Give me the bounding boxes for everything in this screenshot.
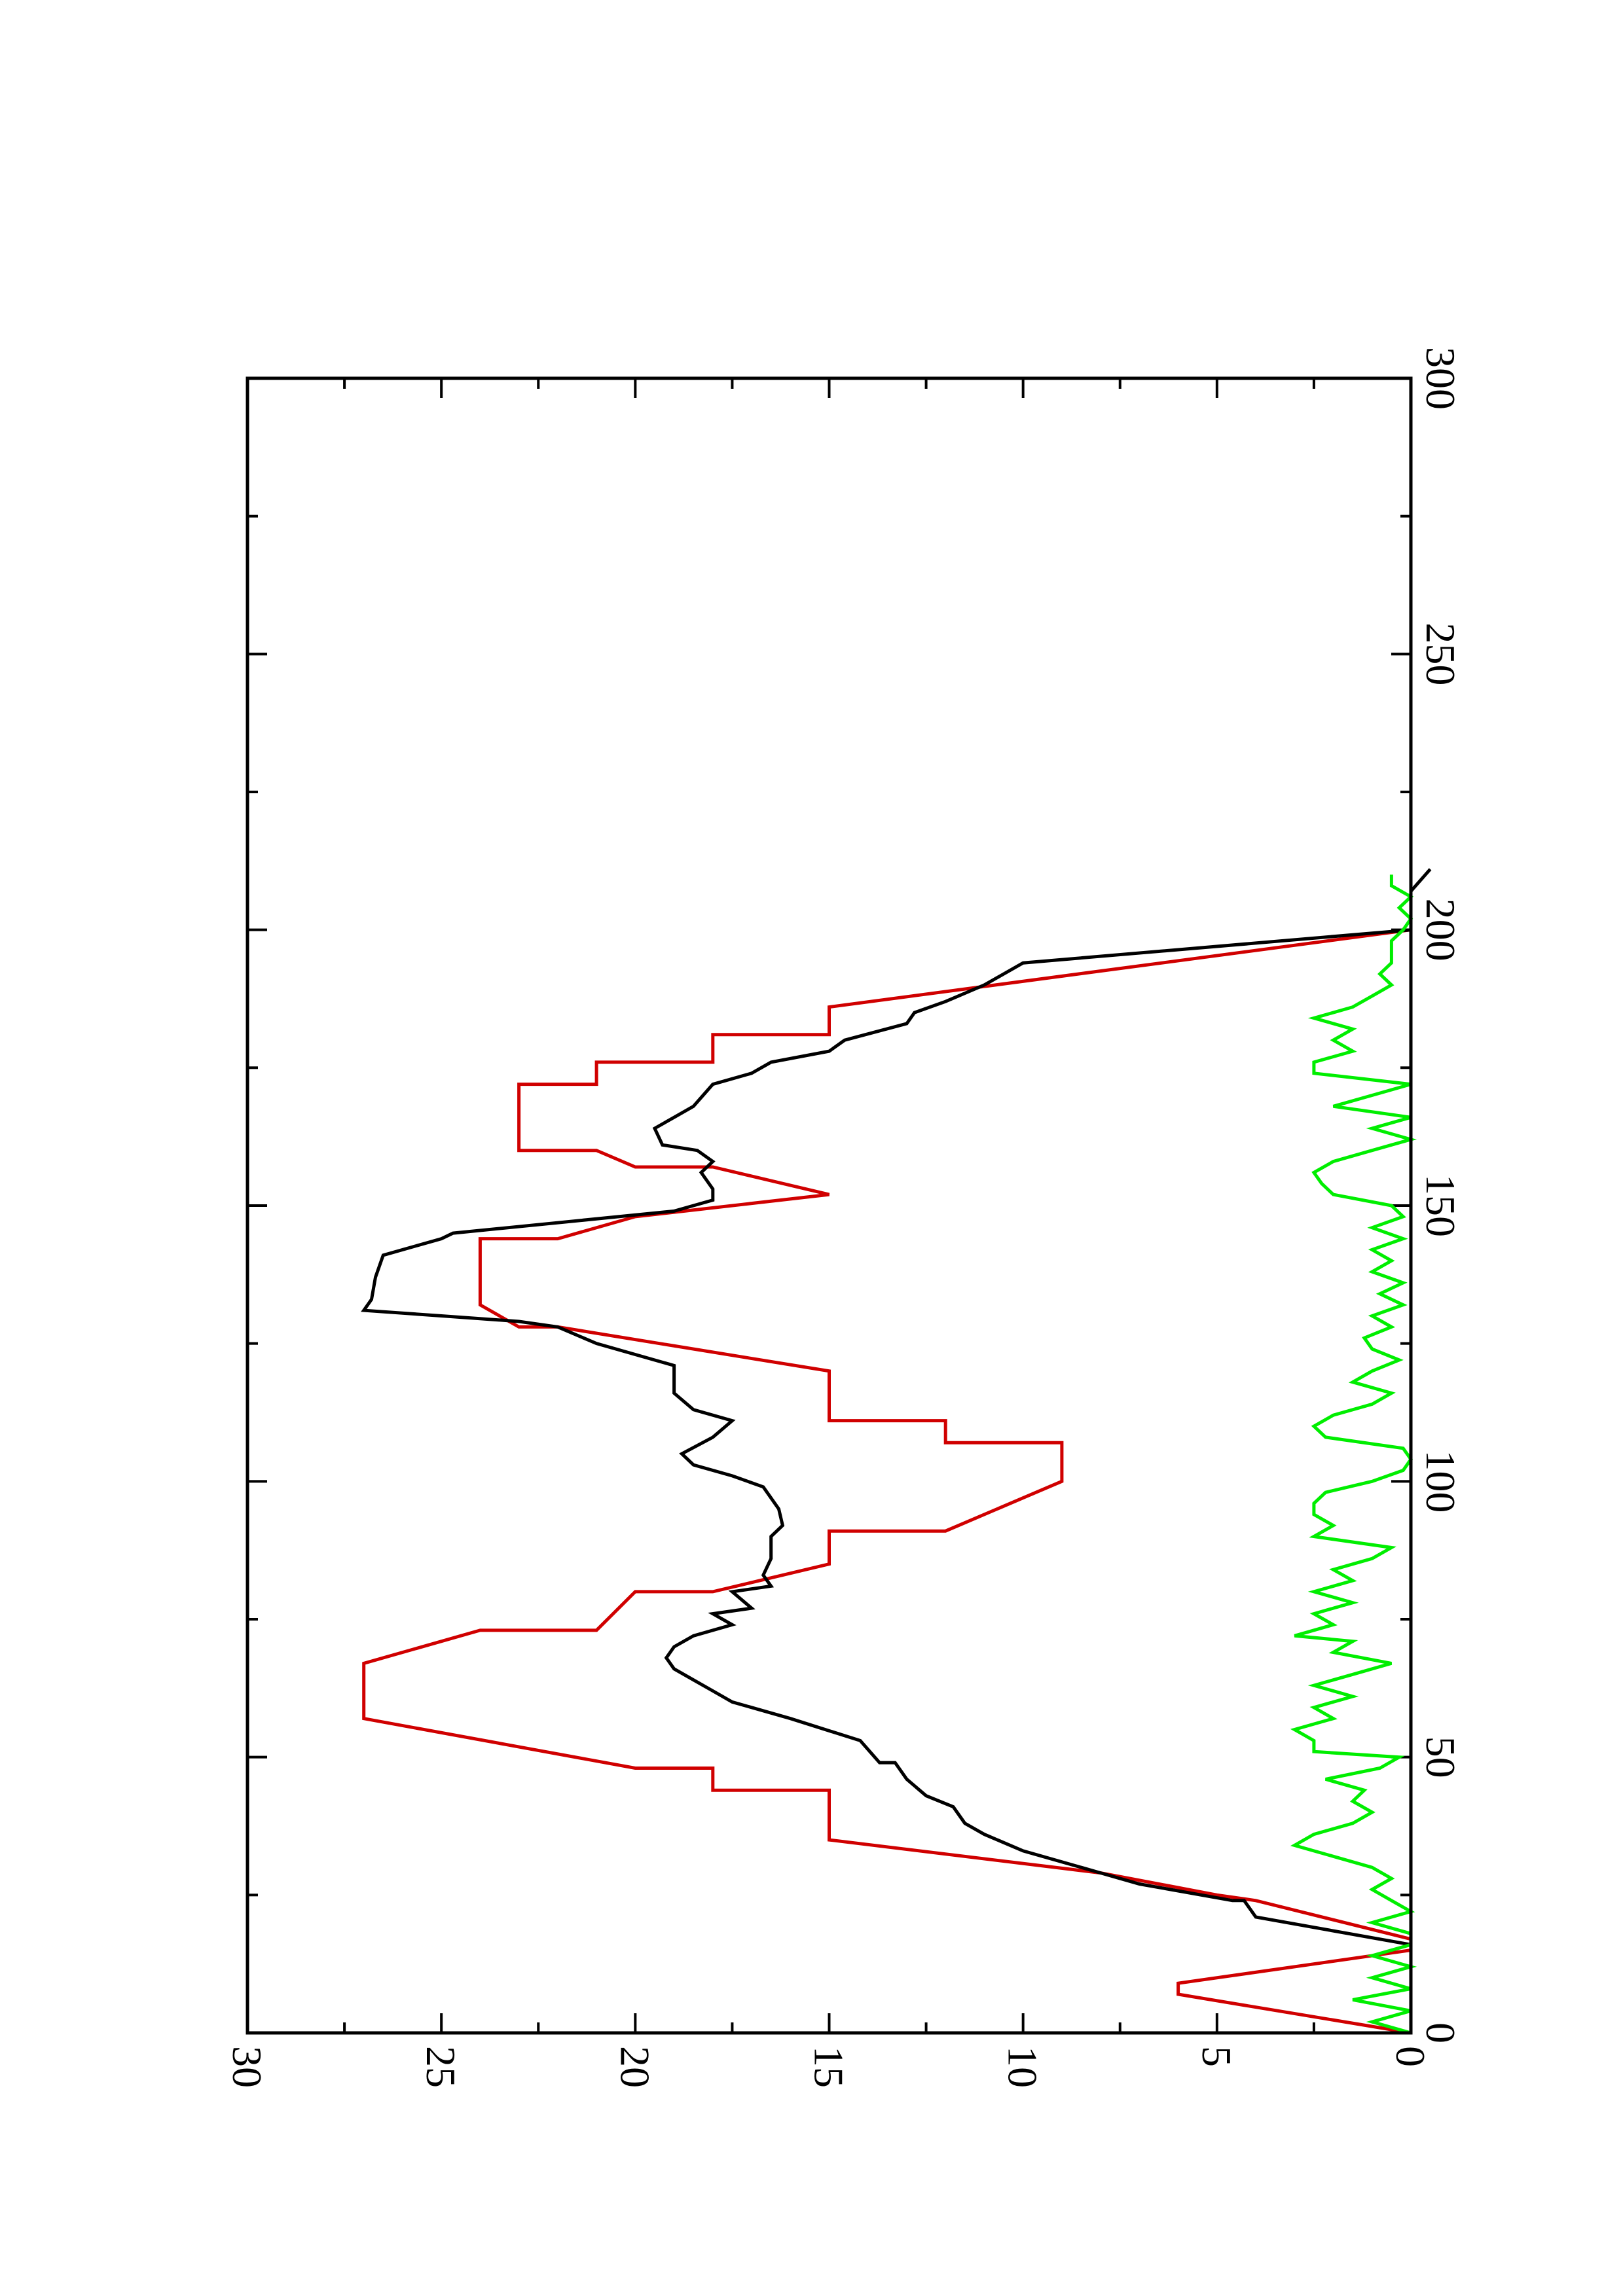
y-tick-label: 25 xyxy=(418,2046,464,2088)
x-tick-label: 50 xyxy=(1417,1736,1464,1778)
series-line-1 xyxy=(362,928,1413,2035)
y-tick-label: 0 xyxy=(1387,2046,1434,2067)
series-layer xyxy=(361,868,1432,2035)
y-tick-label: 15 xyxy=(806,2046,852,2088)
series-line-3 xyxy=(1290,874,1417,2035)
x-tick-label: 300 xyxy=(1417,347,1464,410)
axis-ticks xyxy=(246,377,1412,2034)
x-tick-label: 100 xyxy=(1417,1450,1464,1513)
tick-labels: 0 50 100 150 200 250 300 0 5 10 15 20 25 30 xyxy=(224,347,1464,2088)
plot-frame xyxy=(246,376,1413,2035)
y-tick-label: 30 xyxy=(224,2046,270,2088)
y-tick-label: 10 xyxy=(1000,2046,1046,2088)
x-tick-label: 150 xyxy=(1417,1174,1464,1237)
y-tick-label: 20 xyxy=(611,2046,658,2088)
x-tick-label: 250 xyxy=(1417,622,1464,685)
x-tick-label: 0 xyxy=(1417,2022,1464,2043)
x-tick-label: 200 xyxy=(1417,899,1464,961)
y-tick-label: 5 xyxy=(1194,2046,1240,2067)
series-line-2 xyxy=(361,868,1432,1946)
